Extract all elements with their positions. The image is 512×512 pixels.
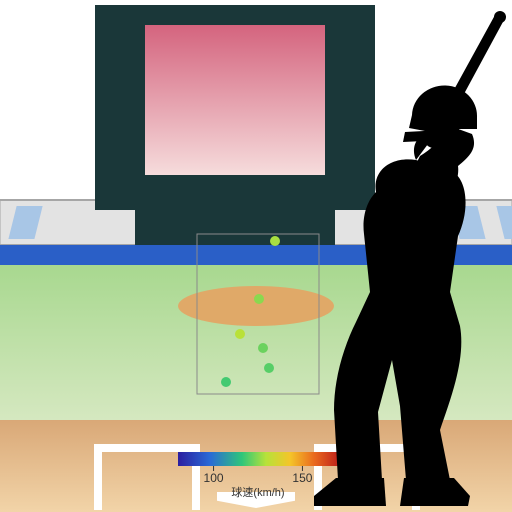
pitch-point [270,236,280,246]
legend-tick: 150 [292,471,312,485]
scoreboard-screen [145,25,325,175]
pitch-point [258,343,268,353]
legend-bar [178,452,338,466]
pitchers-mound [178,286,334,326]
pitch-point [235,329,245,339]
pitch-location-chart: 100 150 球速(km/h) [0,0,512,512]
pitch-point [221,377,231,387]
legend-tick: 100 [204,471,224,485]
pitch-point [264,363,274,373]
pitch-point [254,294,264,304]
legend-label: 球速(km/h) [231,485,284,499]
scoreboard-base [135,210,335,245]
